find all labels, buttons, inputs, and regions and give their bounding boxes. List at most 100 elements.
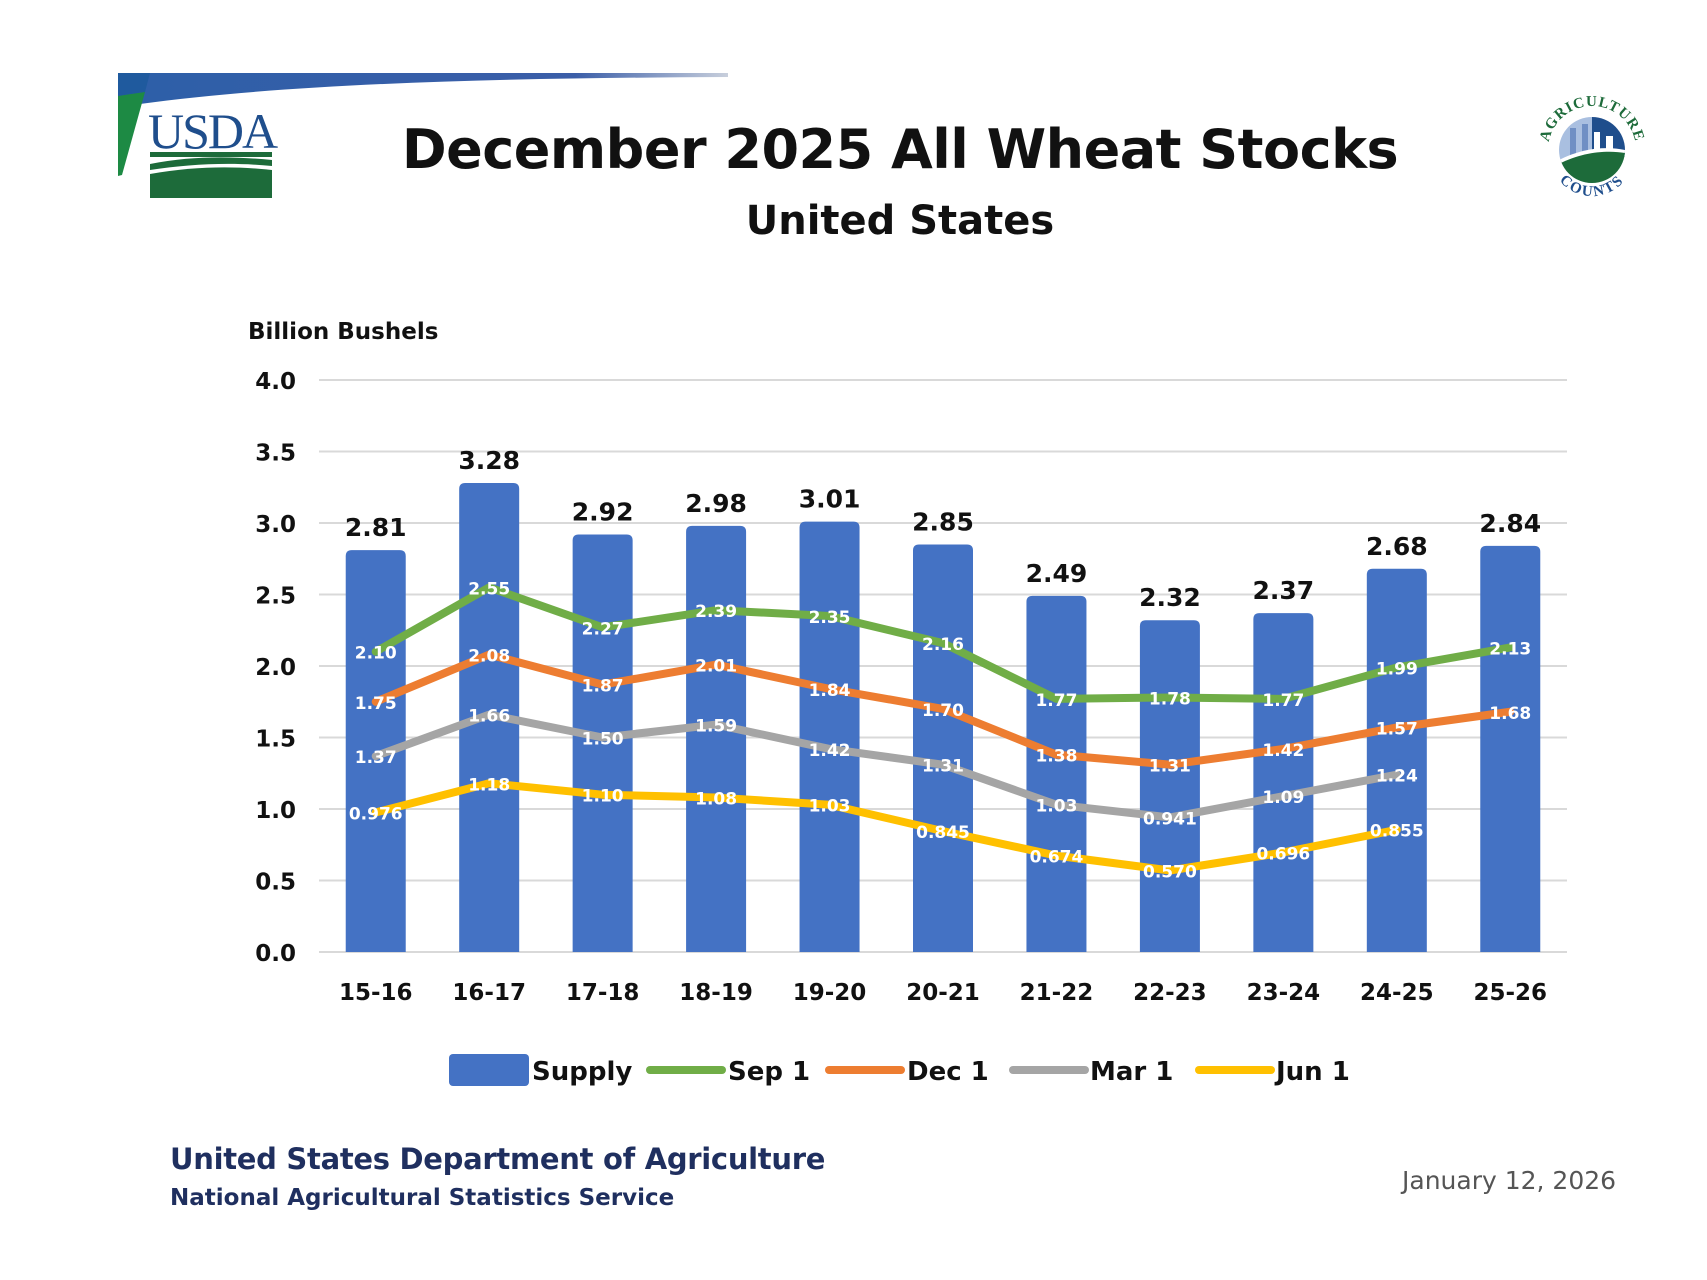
x-tick-label: 17-18 (566, 980, 640, 1006)
line-data-label: 0.855 (1370, 822, 1424, 842)
wheat-stocks-chart: Billion Bushels 0.0 0.5 1.0 1.5 2.0 2.5 3.0 3.5… (248, 319, 1567, 1087)
supply-bar (1480, 545, 1541, 952)
line-data-label: 1.18 (468, 775, 510, 795)
x-tick-label: 19-20 (793, 980, 867, 1006)
line-data-label: 1.50 (582, 730, 624, 750)
y-axis-ticks: 0.0 0.5 1.0 1.5 2.0 2.5 3.0 3.5 4.0 (255, 369, 296, 967)
line-data-label: 1.03 (809, 797, 851, 817)
x-tick-label: 20-21 (906, 980, 980, 1006)
release-date: January 12, 2026 (1402, 1166, 1617, 1195)
mar-1-line (371, 710, 1401, 822)
x-tick-label: 15-16 (339, 980, 413, 1006)
dec-1-line (371, 650, 1515, 769)
line-data-label: 1.10 (582, 787, 624, 807)
supply-bar-labels: 2.81 3.28 2.92 2.98 3.01 2.85 2.49 2.32 2.37 2.68… (345, 446, 1541, 612)
line-data-label: 0.674 (1030, 848, 1084, 868)
line-data-label: 1.08 (695, 790, 737, 810)
line-data-label: 1.42 (1262, 741, 1304, 761)
legend-item-mar-1: Mar 1 (1009, 1057, 1173, 1087)
y-axis-label: Billion Bushels (248, 319, 438, 345)
line-data-label: 2.13 (1489, 639, 1531, 659)
x-tick-label: 16-17 (452, 980, 526, 1006)
supply-bar-label: 2.85 (912, 507, 974, 536)
y-tick-label: 1.5 (255, 727, 296, 753)
y-tick-label: 4.0 (255, 369, 296, 395)
line-data-label: 1.09 (1262, 788, 1304, 808)
line-data-label: 2.10 (355, 644, 397, 664)
supply-bar-label: 2.92 (572, 497, 634, 526)
y-tick-label: 0.0 (255, 941, 296, 967)
legend-label: Supply (532, 1057, 632, 1087)
supply-bar (1253, 613, 1314, 952)
page-title: December 2025 All Wheat Stocks (401, 118, 1399, 181)
legend-label: Dec 1 (907, 1057, 989, 1087)
footer-agency: National Agricultural Statistics Service (170, 1185, 675, 1211)
x-tick-label: 21-22 (1020, 980, 1094, 1006)
line-data-label: 1.77 (1035, 691, 1077, 711)
y-tick-label: 0.5 (255, 870, 296, 896)
line-data-label: 1.38 (1035, 747, 1077, 767)
sep-1-line (371, 583, 1515, 703)
line-data-label: 1.70 (922, 701, 964, 721)
supply-bar (572, 534, 633, 952)
supply-bar-label: 3.28 (458, 446, 520, 475)
legend-swatch (449, 1054, 529, 1086)
line-data-label: 2.27 (582, 619, 624, 639)
y-tick-label: 3.0 (255, 512, 296, 538)
line-data-label: 1.68 (1489, 704, 1531, 724)
line-data-label: 0.570 (1143, 862, 1197, 882)
line-data-label: 2.16 (922, 635, 964, 655)
banner-swoosh (118, 73, 728, 106)
line-data-label: 1.31 (1149, 757, 1191, 777)
usda-logo-text: USDA (148, 103, 278, 159)
line-data-label: 1.87 (582, 677, 624, 697)
line-data-label: 1.42 (809, 741, 851, 761)
supply-bar (1366, 568, 1427, 952)
legend-label: Sep 1 (728, 1057, 810, 1087)
supply-bar (345, 550, 406, 952)
y-tick-label: 1.0 (255, 798, 296, 824)
legend-item-dec-1: Dec 1 (825, 1057, 989, 1087)
line-data-label: 1.77 (1262, 691, 1304, 711)
usda-logo-fields (150, 152, 272, 198)
footer-department: United States Department of Agriculture (170, 1142, 826, 1176)
usda-green-wedge (118, 92, 145, 176)
line-data-label: 1.57 (1376, 719, 1418, 739)
usda-blue-corner (118, 73, 150, 96)
supply-bar-label: 2.49 (1026, 559, 1088, 588)
line-data-label: 0.845 (916, 823, 970, 843)
line-data-label: 1.75 (355, 694, 397, 714)
supply-bar-label: 2.84 (1479, 509, 1541, 538)
line-data-label: 2.55 (468, 579, 510, 599)
supply-bar (799, 521, 860, 952)
line-data-label: 1.78 (1149, 689, 1191, 709)
line-data-label: 0.941 (1143, 809, 1197, 829)
x-axis-ticks: 15-16 16-17 17-18 18-19 19-20 20-21 21-22 22-23… (339, 980, 1547, 1006)
x-tick-label: 24-25 (1360, 980, 1434, 1006)
supply-bar-label: 2.81 (345, 513, 407, 542)
legend-item-sep-1: Sep 1 (646, 1057, 810, 1087)
legend-item-jun-1: Jun 1 (1195, 1057, 1350, 1087)
supply-bar (913, 544, 973, 952)
page-subtitle: United States (745, 198, 1055, 244)
legend-item-supply: Supply (449, 1054, 632, 1087)
line-data-label: 1.37 (355, 748, 397, 768)
line-data-label: 1.24 (1376, 767, 1418, 787)
line-data-label: 2.01 (695, 657, 737, 677)
supply-bar (1139, 620, 1200, 952)
line-data-label: 0.696 (1256, 844, 1310, 864)
jun-1-line (371, 779, 1401, 875)
line-data-label: 1.99 (1376, 659, 1418, 679)
x-tick-label: 25-26 (1473, 980, 1547, 1006)
line-data-label: 1.59 (695, 717, 737, 737)
legend-label: Mar 1 (1090, 1057, 1173, 1087)
line-data-label: 0.976 (349, 804, 403, 824)
stock-lines (371, 583, 1515, 875)
y-tick-label: 2.5 (255, 584, 296, 610)
supply-bar (1026, 595, 1087, 952)
supply-bar-label: 3.01 (799, 485, 861, 514)
chart-legend: Supply Sep 1 Dec 1 Mar 1 Jun 1 (449, 1054, 1350, 1087)
x-tick-label: 23-24 (1247, 980, 1321, 1006)
supply-bar-label: 2.32 (1139, 583, 1201, 612)
line-data-label: 1.84 (809, 681, 851, 701)
